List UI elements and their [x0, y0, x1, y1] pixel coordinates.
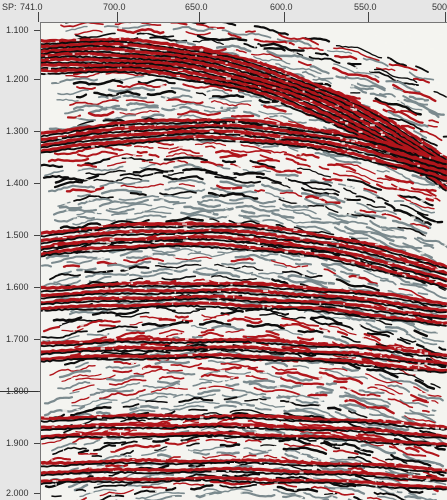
sp-tick-mark: [117, 12, 118, 22]
time-tick-mark: [34, 79, 40, 80]
seismic-section-image: [41, 23, 447, 500]
time-tick-mark: [34, 30, 40, 31]
sp-tick-mark: [368, 12, 369, 22]
sp-tick-mark: [284, 12, 285, 22]
shotpoint-axis-prefix: SP:: [2, 2, 17, 12]
sp-tick-label: 600.0: [270, 2, 293, 12]
sp-tick-label: 700.0: [103, 2, 126, 12]
time-tick-label: 1.400: [6, 178, 29, 188]
time-cursor-marker[interactable]: [0, 391, 38, 392]
sp-tick-label: 550.0: [354, 2, 377, 12]
sp-tick-label: 650.0: [185, 2, 208, 12]
time-tick-mark: [34, 183, 40, 184]
time-tick-mark: [34, 287, 40, 288]
time-tick-label: 1.700: [6, 334, 29, 344]
time-axis: 1.100 1.200 1.300 1.400 1.500 1.600 1.70…: [0, 22, 40, 500]
sp-tick-label: 741.0: [20, 2, 43, 12]
time-tick-label: 1.500: [6, 230, 29, 240]
sp-tick-mark: [199, 12, 200, 22]
time-tick-mark: [34, 443, 40, 444]
time-tick-label: 1.200: [6, 74, 29, 84]
time-tick-label: 2.000: [6, 488, 29, 498]
sp-tick-mark: [445, 12, 446, 22]
time-tick-label: 1.900: [6, 438, 29, 448]
time-tick-label: 1.300: [6, 126, 29, 136]
time-tick-mark: [34, 339, 40, 340]
sp-tick-label: 500.0: [432, 2, 447, 12]
time-tick-mark: [34, 235, 40, 236]
sp-tick-mark: [38, 12, 39, 22]
shotpoint-axis: SP: 741.0 700.0 650.0 600.0 550.0 500.0: [0, 0, 447, 22]
seismic-section[interactable]: [40, 22, 447, 500]
time-tick-label: 1.600: [6, 282, 29, 292]
time-tick-label: 1.100: [6, 25, 29, 35]
time-tick-mark: [34, 493, 40, 494]
time-tick-mark: [34, 131, 40, 132]
